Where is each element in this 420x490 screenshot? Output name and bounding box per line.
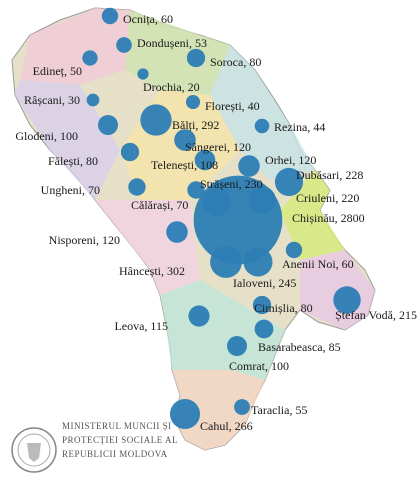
region-label: Chișinău, 2800 bbox=[292, 211, 365, 225]
bubbles bbox=[82, 7, 361, 430]
logo-shield bbox=[27, 443, 41, 462]
bubble bbox=[194, 149, 216, 171]
region-label: Râșcani, 30 bbox=[24, 93, 80, 107]
region-label: Leova, 115 bbox=[114, 319, 168, 333]
region-label: Ialoveni, 245 bbox=[233, 276, 296, 290]
region-label: Comrat, 100 bbox=[229, 359, 289, 373]
bubble bbox=[128, 178, 146, 196]
region-label: Cahul, 266 bbox=[200, 419, 253, 433]
region-label: Dondușeni, 53 bbox=[137, 36, 207, 50]
bubble bbox=[116, 37, 132, 53]
region-label: Telenești, 108 bbox=[151, 158, 218, 172]
bubble bbox=[274, 167, 304, 197]
region-label: Soroca, 80 bbox=[210, 55, 261, 69]
bubble bbox=[188, 305, 210, 327]
region-label: Anenii Noi, 60 bbox=[282, 257, 354, 271]
region-label: Cimișlia, 80 bbox=[254, 301, 313, 315]
bubble bbox=[186, 48, 206, 68]
bubble bbox=[333, 286, 361, 314]
ministry-logo bbox=[11, 427, 57, 473]
bubble bbox=[187, 181, 205, 199]
region-label: Bălți, 292 bbox=[172, 118, 219, 132]
bubble bbox=[166, 221, 188, 243]
region-area bbox=[20, 8, 130, 85]
bubble bbox=[174, 129, 196, 151]
bubble bbox=[137, 68, 149, 80]
bubble bbox=[169, 398, 201, 430]
region-label: Fălești, 80 bbox=[48, 154, 98, 168]
region-label: Criuleni, 220 bbox=[296, 191, 359, 205]
region-label: Florești, 40 bbox=[205, 99, 260, 113]
bubble bbox=[185, 94, 201, 110]
bubble bbox=[243, 247, 273, 277]
region-label: Rezina, 44 bbox=[274, 120, 325, 134]
region-label: Hâncești, 302 bbox=[119, 264, 185, 278]
bubble bbox=[82, 50, 98, 66]
bubble bbox=[254, 319, 274, 339]
region-label: Orhei, 120 bbox=[265, 153, 316, 167]
region-area bbox=[172, 370, 265, 450]
region-label: Călărași, 70 bbox=[131, 198, 188, 212]
region-label: Basarabeasca, 85 bbox=[258, 340, 341, 354]
bubble bbox=[234, 399, 250, 415]
region-label: Dubăsari, 228 bbox=[296, 168, 363, 182]
region-label: Edineț, 50 bbox=[33, 64, 82, 78]
bubble bbox=[210, 246, 242, 278]
footer-line: MINISTERUL MUNCII ȘI bbox=[62, 421, 172, 431]
bubble bbox=[248, 186, 276, 214]
region-area bbox=[95, 200, 200, 295]
bubble bbox=[98, 115, 118, 135]
bubble bbox=[254, 118, 270, 134]
logo-ring bbox=[11, 427, 57, 473]
region-label: Glodeni, 100 bbox=[15, 129, 78, 143]
region-label: Ungheni, 70 bbox=[41, 183, 100, 197]
footer-line: PROTECȚIEI SOCIALE AL bbox=[62, 435, 178, 446]
footer-line: REPUBLICII MOLDOVA bbox=[62, 449, 168, 459]
region-label: Strășeni, 230 bbox=[200, 177, 263, 191]
region-area bbox=[210, 45, 315, 180]
bubble bbox=[120, 142, 140, 162]
bubble bbox=[252, 295, 272, 315]
bubble bbox=[140, 104, 172, 136]
region-label: Taraclia, 55 bbox=[251, 403, 307, 417]
region-label: Sângerei, 120 bbox=[185, 140, 251, 154]
region-label: Drochia, 20 bbox=[143, 80, 200, 94]
bubble bbox=[202, 187, 232, 217]
region-area bbox=[15, 80, 120, 200]
bubble bbox=[238, 155, 260, 177]
region-label: Ștefan Vodă, 215 bbox=[335, 308, 417, 322]
bubble bbox=[86, 93, 100, 107]
bubble bbox=[285, 241, 303, 259]
bubble bbox=[101, 7, 119, 25]
region-label: Ocnița, 60 bbox=[123, 12, 173, 26]
region-area bbox=[125, 10, 230, 95]
labels: Ocnița, 60 Dondușeni, 53 Edineț, 50 Soroca,… bbox=[15, 12, 417, 433]
region-area bbox=[160, 280, 285, 380]
bubble bbox=[227, 336, 247, 356]
region-label: Nisporeni, 120 bbox=[49, 233, 120, 247]
logo-inner bbox=[17, 433, 51, 467]
